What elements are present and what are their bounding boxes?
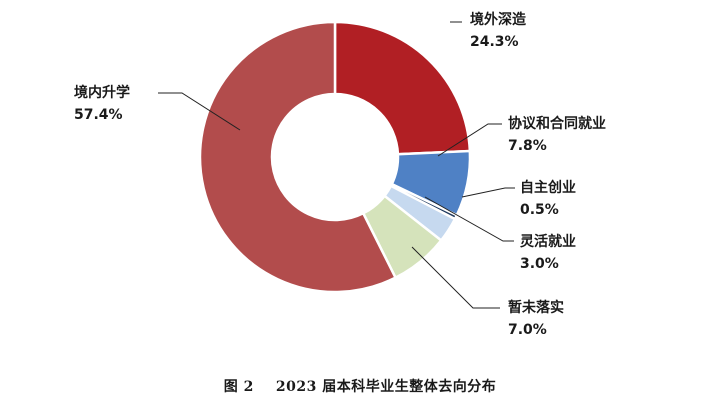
donut-slices xyxy=(198,20,472,294)
leader-lines xyxy=(158,21,515,309)
donut-chart: 境外深造 24.3% 协议和合同就业 7.8% 自主创业 0.5% 灵活就业 3.0% 暂未落实… xyxy=(74,11,606,338)
slice-6 xyxy=(198,20,398,294)
leader-line-4 xyxy=(424,196,514,242)
slice-1 xyxy=(333,20,472,156)
leader-line-6 xyxy=(158,92,241,131)
slice-value-2: 7.8% xyxy=(508,138,547,154)
slice-label-1: 境外深造 xyxy=(470,11,526,28)
slice-label-2: 协议和合同就业 xyxy=(508,115,606,132)
figure-number: 图 2 xyxy=(223,379,254,395)
slice-value-5: 7.0% xyxy=(508,322,547,338)
leader-line-3 xyxy=(461,187,515,198)
slice-value-4: 3.0% xyxy=(520,256,559,272)
leader-line-5 xyxy=(411,246,500,309)
slice-value-6: 57.4% xyxy=(74,107,123,123)
figure-caption-text: 2023 届本科毕业生整体去向分布 xyxy=(275,379,497,395)
slice-label-4: 灵活就业 xyxy=(520,233,576,250)
slice-labels: 境外深造 24.3% 协议和合同就业 7.8% 自主创业 0.5% 灵活就业 3.0% 暂未落实… xyxy=(74,11,606,338)
slice-label-3: 自主创业 xyxy=(520,179,576,196)
figure-caption: 图 2 2023 届本科毕业生整体去向分布 xyxy=(0,376,720,396)
slice-label-6: 境内升学 xyxy=(74,84,130,101)
slice-label-5: 暂未落实 xyxy=(508,299,564,316)
leader-line-2 xyxy=(437,123,502,157)
slice-value-1: 24.3% xyxy=(470,34,519,50)
slice-value-3: 0.5% xyxy=(520,202,559,218)
